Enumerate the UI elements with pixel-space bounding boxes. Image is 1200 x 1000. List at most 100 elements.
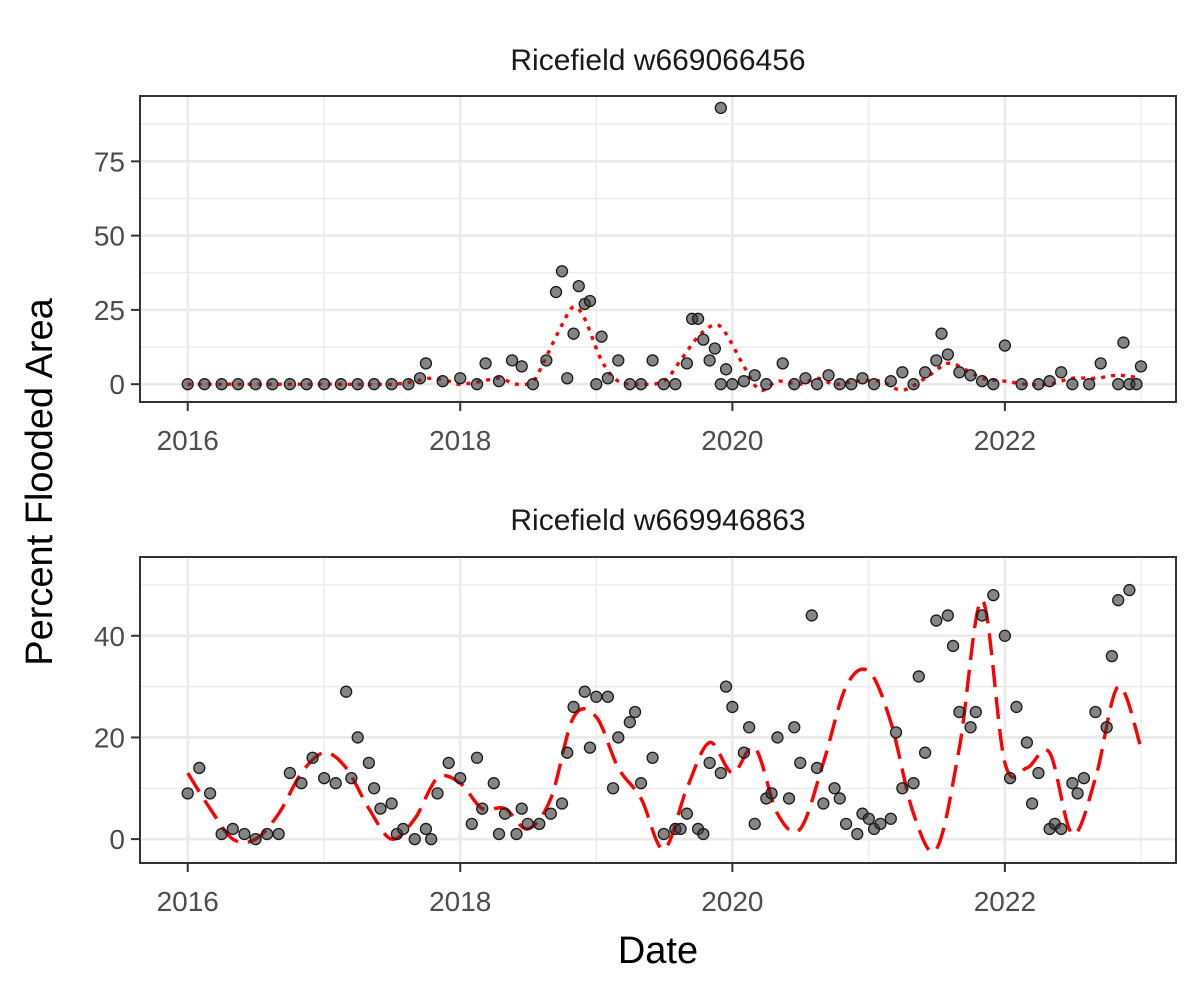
data-point — [912, 670, 925, 683]
data-point — [833, 792, 846, 805]
data-point — [862, 812, 875, 825]
data-point — [215, 827, 228, 841]
data-point — [634, 777, 648, 790]
data-point — [601, 690, 615, 703]
data-point — [1112, 594, 1125, 607]
data-point — [930, 354, 943, 367]
data-point — [470, 378, 484, 391]
data-point — [492, 827, 506, 841]
x-tick-label: 2016 — [157, 425, 219, 456]
data-point — [833, 378, 846, 391]
data-point — [606, 782, 620, 795]
panel-1: Ricefield w669066456 0 25 50 75 2016 2018 2020 2… — [94, 44, 1177, 456]
data-point — [788, 378, 801, 391]
data-point — [987, 588, 1000, 602]
data-point — [896, 782, 909, 795]
data-point — [601, 372, 615, 385]
data-point — [691, 312, 705, 325]
fit-line — [186, 598, 1143, 854]
data-point — [1025, 797, 1039, 810]
data-point — [828, 782, 841, 795]
data-point — [505, 354, 519, 367]
data-point — [561, 746, 574, 759]
y-tick-label: 40 — [94, 621, 125, 652]
data-point — [907, 777, 920, 790]
data-point — [510, 827, 523, 841]
data-point — [669, 378, 682, 391]
data-point — [1055, 822, 1068, 836]
data-point — [884, 375, 897, 388]
data-point — [567, 327, 580, 340]
data-point — [1117, 336, 1130, 349]
data-point — [953, 366, 966, 379]
data-point — [839, 817, 853, 831]
data-point — [964, 721, 977, 734]
data-point — [874, 817, 887, 831]
data-point — [964, 369, 977, 382]
data-point — [1123, 583, 1136, 597]
data-point — [697, 333, 710, 346]
data-point — [283, 378, 297, 391]
data-point — [810, 378, 824, 391]
data-point — [817, 797, 830, 810]
data-point — [657, 378, 670, 391]
data-point — [351, 731, 364, 744]
data-point — [526, 378, 540, 391]
panel-2: Ricefield w669946863 0 20 40 2016 2018 2020 202… — [94, 504, 1177, 917]
data-point — [238, 827, 251, 841]
data-point — [283, 766, 297, 780]
data-point — [918, 366, 932, 379]
data-point — [856, 372, 869, 385]
data-point — [540, 354, 553, 367]
data-point — [515, 802, 528, 815]
data-point — [203, 787, 217, 800]
y-tick-label: 0 — [109, 369, 125, 400]
data-point — [708, 342, 722, 355]
data-point — [1089, 705, 1102, 719]
data-point — [941, 348, 954, 361]
data-point — [805, 609, 818, 622]
data-point — [266, 378, 279, 391]
data-point — [1082, 378, 1096, 391]
panel-border — [139, 556, 1177, 864]
data-point — [397, 822, 410, 836]
panel-border — [139, 95, 1177, 403]
data-point — [470, 751, 484, 764]
data-point — [595, 330, 608, 343]
data-point — [726, 700, 739, 714]
data-point — [851, 827, 864, 841]
x-tick-label: 2022 — [974, 425, 1036, 456]
data-point — [1105, 649, 1119, 663]
data-point — [987, 378, 1000, 391]
data-point — [590, 690, 603, 703]
y-tick-label: 0 — [109, 824, 125, 855]
data-point — [385, 378, 398, 391]
data-point — [226, 822, 239, 836]
data-point — [272, 827, 285, 841]
data-point — [1003, 771, 1017, 785]
data-point — [771, 731, 784, 744]
data-point — [374, 802, 387, 815]
data-point — [408, 832, 421, 846]
data-point — [555, 797, 569, 810]
data-point — [680, 357, 694, 370]
data-point — [1032, 378, 1045, 391]
data-point — [198, 378, 211, 391]
data-point — [628, 705, 642, 719]
data-point — [975, 609, 989, 622]
data-point — [300, 378, 313, 391]
data-point — [1112, 378, 1125, 391]
data-point — [737, 746, 751, 759]
data-point — [884, 812, 897, 825]
data-point — [1010, 700, 1023, 714]
data-point — [998, 339, 1012, 352]
data-point — [181, 787, 194, 800]
x-tick-label: 2016 — [157, 886, 219, 917]
data-point — [760, 378, 773, 391]
data-point — [953, 705, 966, 719]
data-point — [674, 822, 687, 836]
data-point — [612, 354, 625, 367]
data-point — [1094, 357, 1107, 370]
data-point — [737, 375, 751, 388]
data-point — [454, 771, 467, 785]
